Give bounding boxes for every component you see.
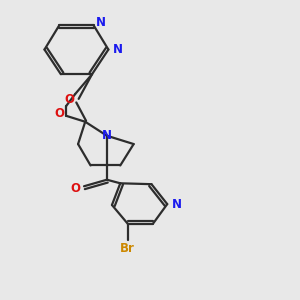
Text: O: O: [64, 93, 74, 106]
Text: O: O: [54, 107, 64, 120]
Text: N: N: [172, 198, 182, 211]
Text: N: N: [96, 16, 106, 29]
Text: O: O: [71, 182, 81, 194]
Text: Br: Br: [120, 242, 135, 255]
Text: N: N: [113, 43, 123, 56]
Text: N: N: [102, 129, 112, 142]
